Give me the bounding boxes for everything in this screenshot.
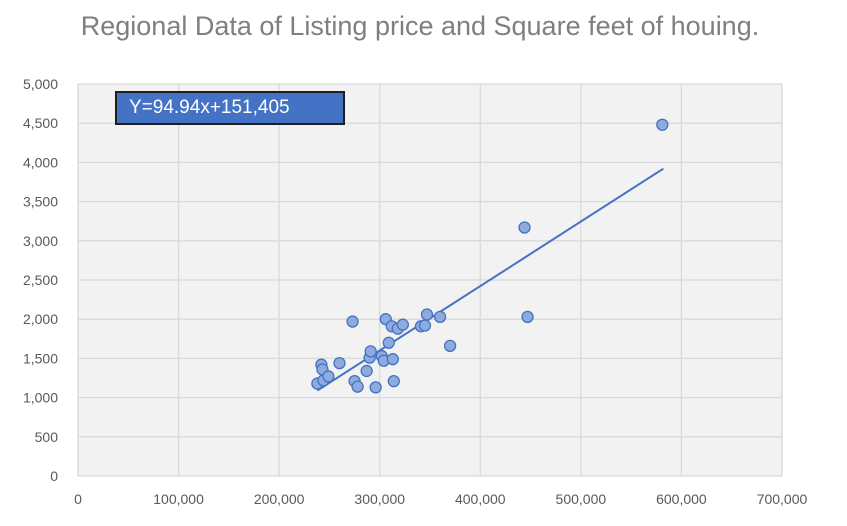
trendline-equation-label: Y=94.94x+151,405 bbox=[115, 91, 345, 125]
x-tick-label: 500,000 bbox=[556, 491, 607, 507]
x-tick-label: 300,000 bbox=[354, 491, 405, 507]
y-tick-label: 500 bbox=[35, 429, 59, 445]
x-tick-label: 200,000 bbox=[254, 491, 305, 507]
data-point bbox=[382, 336, 395, 349]
x-axis-tick-labels: 0 100,000 200,000 300,000 400,000 500,000 600,… bbox=[74, 491, 807, 507]
data-point bbox=[333, 356, 346, 370]
data-point bbox=[387, 374, 400, 388]
x-tick-label: 400,000 bbox=[455, 491, 506, 507]
y-tick-label: 1,000 bbox=[23, 390, 58, 406]
data-point bbox=[322, 370, 335, 383]
data-point bbox=[443, 339, 457, 353]
data-point bbox=[369, 381, 382, 394]
data-point bbox=[433, 310, 447, 323]
y-tick-label: 4,000 bbox=[23, 154, 58, 170]
y-tick-label: 5,000 bbox=[23, 76, 58, 92]
data-point bbox=[386, 353, 399, 366]
data-point bbox=[420, 308, 434, 321]
data-points bbox=[311, 118, 669, 394]
y-tick-label: 3,000 bbox=[23, 233, 58, 249]
x-tick-label: 600,000 bbox=[656, 491, 707, 507]
y-tick-label: 4,500 bbox=[23, 115, 58, 131]
data-point bbox=[346, 315, 359, 328]
data-point bbox=[396, 318, 409, 331]
data-point bbox=[364, 345, 377, 358]
y-tick-label: 3,500 bbox=[23, 194, 58, 210]
x-tick-label: 700,000 bbox=[757, 491, 808, 507]
x-tick-label: 0 bbox=[74, 491, 82, 507]
data-point bbox=[521, 310, 534, 323]
grid-lines bbox=[77, 83, 783, 477]
y-tick-label: 2,000 bbox=[23, 311, 58, 327]
data-point bbox=[351, 380, 364, 393]
data-point bbox=[656, 118, 669, 131]
y-tick-label: 2,500 bbox=[23, 272, 58, 288]
y-tick-label: 1,500 bbox=[23, 350, 58, 366]
x-tick-label: 100,000 bbox=[153, 491, 204, 507]
y-tick-label: 0 bbox=[50, 468, 58, 484]
data-point bbox=[518, 221, 531, 234]
data-point bbox=[360, 364, 373, 378]
chart-title: Regional Data of Listing price and Squar… bbox=[80, 11, 760, 41]
data-point bbox=[418, 319, 432, 332]
y-axis-tick-labels: 0 500 1,000 1,500 2,000 2,500 3,000 3,500 4,000 4… bbox=[23, 76, 58, 484]
